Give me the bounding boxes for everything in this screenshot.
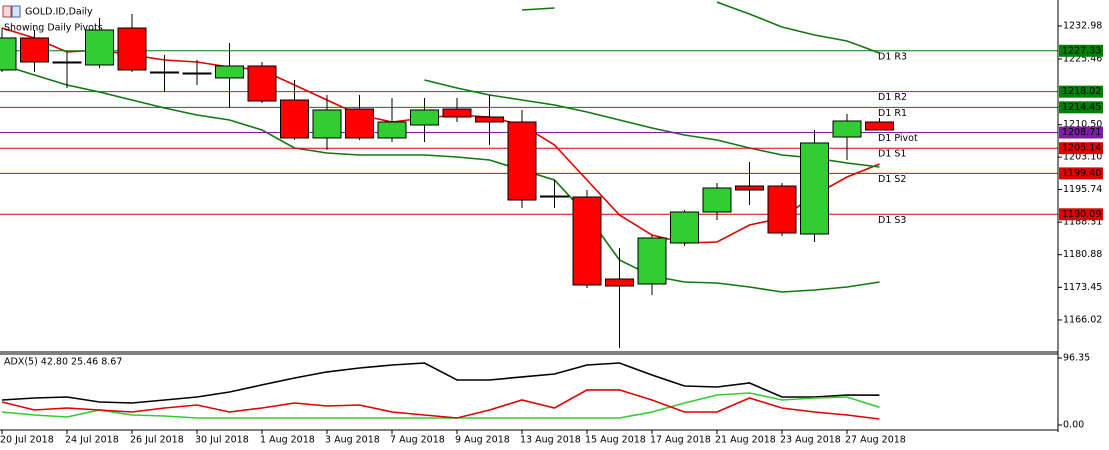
pivot-label: D1 R2 (878, 92, 907, 103)
price-box (1059, 101, 1103, 114)
x-tick-label: 21 Aug 2018 (715, 435, 776, 446)
adx-panel (1, 362, 880, 420)
candle-body (215, 65, 244, 79)
y-tick-label: 1203.10 (1063, 152, 1102, 163)
candle-body (117, 27, 147, 71)
candle-body (702, 187, 732, 213)
x-tick-label: 24 Jul 2018 (65, 435, 119, 446)
candle-body (280, 99, 309, 139)
overlay-line (1, 64, 880, 293)
y-tick-label: 96.35 (1063, 352, 1090, 363)
chart-subtitle: Showing Daily Pivots (4, 23, 103, 34)
candle-body (865, 121, 894, 131)
price-box (1059, 167, 1103, 180)
price-box-label: 1214.45 (1062, 102, 1101, 113)
y-tick-label: 1180.88 (1063, 249, 1102, 260)
candle-body (572, 196, 602, 286)
candle-body (345, 108, 374, 139)
price-box (1059, 208, 1103, 221)
x-tick-label: 1 Aug 2018 (260, 435, 315, 446)
y-tick-label: 1195.74 (1063, 184, 1102, 195)
candle-body (767, 185, 797, 234)
symbol-icon (2, 5, 21, 18)
indicator-line (1, 392, 880, 419)
indicator-line (1, 389, 880, 420)
candle-body (52, 61, 82, 64)
price-box (1059, 126, 1103, 139)
price-box-label: 1199.40 (1062, 168, 1101, 179)
price-panel: D1 R3 D1 R2 D1 R1 D1 Pivot D1 S1 D1 S2 D1 S3 (0, 1, 1058, 349)
price-box (1059, 44, 1103, 57)
overlay-line (1, 27, 880, 244)
x-tick-label: 13 Aug 2018 (520, 435, 581, 446)
y-tick-label: 0.00 (1063, 419, 1084, 430)
y-tick-label: 1232.98 (1063, 20, 1102, 31)
candle-body (85, 29, 114, 66)
candle-body (20, 37, 49, 63)
price-box-label: 1205.14 (1062, 143, 1101, 154)
y-tick-label: 1166.02 (1063, 314, 1102, 325)
y-tick-label: 1210.50 (1063, 119, 1102, 130)
indicator-line (1, 362, 880, 404)
candle-body (377, 121, 407, 139)
candle-body (800, 142, 829, 235)
x-tick-label: 15 Aug 2018 (585, 435, 646, 446)
candle-body (150, 71, 179, 74)
pivot-label: D1 S3 (878, 215, 906, 226)
pivot-label: D1 R3 (878, 51, 907, 62)
candle-body (832, 120, 862, 138)
price-box-label: 1190.09 (1062, 209, 1101, 220)
x-tick-label: 27 Aug 2018 (845, 435, 906, 446)
x-tick-label: 30 Jul 2018 (195, 435, 249, 446)
chart-title: GOLD.ID,Daily (25, 7, 93, 18)
candle-body (735, 185, 764, 191)
x-tick-label: 3 Aug 2018 (325, 435, 380, 446)
candle-body (247, 65, 277, 102)
pivot-label: D1 R1 (878, 108, 907, 119)
candle-body (410, 109, 439, 126)
y-tick-label: 1188.31 (1063, 217, 1102, 228)
overlay-line (521, 1, 880, 54)
indicator-title: ADX(5) 42.80 25.46 8.67 (4, 357, 122, 368)
candle-body (540, 195, 569, 198)
price-box (1059, 142, 1103, 155)
candle-body (182, 72, 212, 75)
candle-body (507, 121, 537, 201)
pivot-label: D1 S2 (878, 174, 906, 185)
x-tick-label: 23 Aug 2018 (780, 435, 841, 446)
x-tick-label: 17 Aug 2018 (650, 435, 711, 446)
x-tick-label: 9 Aug 2018 (455, 435, 510, 446)
candle-body (0, 37, 17, 71)
price-box-label: 1208.71 (1062, 127, 1101, 138)
price-box (1059, 85, 1103, 98)
candle-body (605, 278, 634, 287)
x-tick-label: 20 Jul 2018 (0, 435, 54, 446)
y-tick-label: 1225.46 (1063, 54, 1102, 65)
candle-body (442, 108, 472, 118)
candle-body (637, 237, 667, 285)
candle-body (312, 109, 342, 139)
x-tick-label: 26 Jul 2018 (130, 435, 184, 446)
pivot-label: D1 S1 (878, 149, 906, 160)
y-tick-label: 1173.45 (1063, 282, 1102, 293)
price-box-label: 1218.02 (1062, 86, 1101, 97)
candle-body (475, 116, 504, 123)
candle-body (670, 211, 699, 244)
pivot-label: D1 Pivot (878, 133, 918, 144)
x-tick-label: 7 Aug 2018 (390, 435, 445, 446)
price-box-label: 1227.33 (1062, 45, 1101, 56)
